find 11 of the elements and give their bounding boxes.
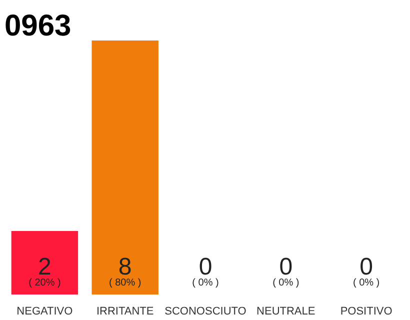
annotation: ( 0% ) [272,278,300,288]
x-tick-label: NEUTRALE [256,306,316,318]
chart-title: 0963 [4,10,72,42]
x-tick-label: SCONOSCIUTO [164,306,247,318]
annotation: ( 20% ) [28,278,61,288]
annotation: ( 0% ) [192,278,219,288]
x-tick-label: POSITIVO [340,306,393,318]
annotation: ( 80% ) [108,278,142,288]
x-tick-label: NEGATIVO [16,306,74,318]
x-tick-label: IRRITANTE [96,306,154,318]
annotation: ( 0% ) [352,278,380,288]
